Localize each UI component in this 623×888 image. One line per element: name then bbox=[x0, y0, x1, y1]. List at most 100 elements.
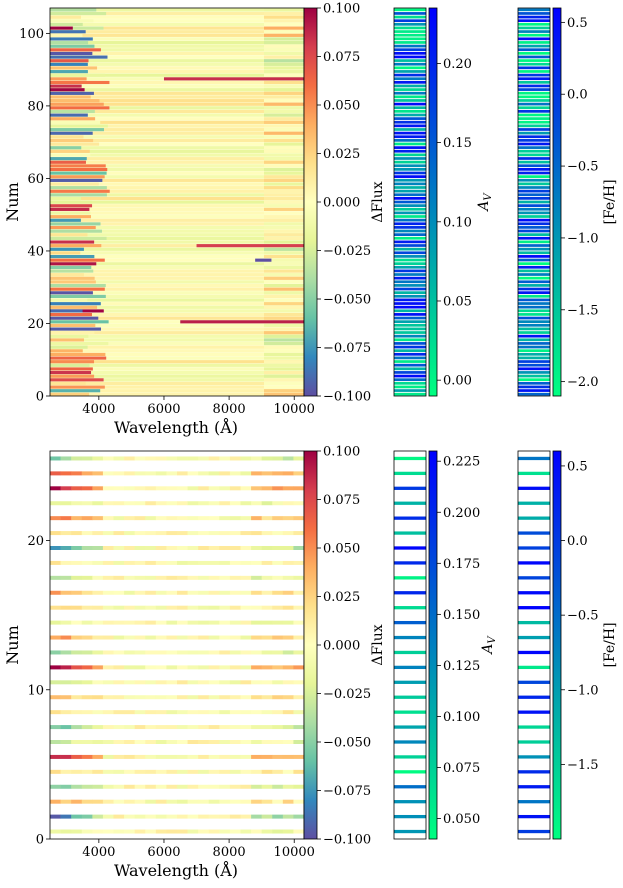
heatmap-row bbox=[50, 298, 304, 302]
strip-band bbox=[394, 298, 426, 302]
heatmap-row-segment bbox=[177, 680, 188, 685]
strip-band bbox=[518, 207, 550, 211]
heatmap-row-red-end bbox=[264, 167, 304, 172]
strip-band bbox=[394, 258, 426, 262]
heatmap-row-segment bbox=[155, 516, 167, 521]
strip-band bbox=[394, 371, 426, 374]
heatmap-row-segment bbox=[282, 650, 294, 655]
heatmap-row-segment bbox=[145, 590, 157, 595]
heatmap-row-segment bbox=[272, 456, 284, 461]
heatmap-row-segment bbox=[187, 456, 199, 461]
heatmap-row-segment bbox=[71, 575, 83, 580]
heatmap-row-segment bbox=[272, 471, 284, 476]
heatmap-row-blue-end bbox=[50, 294, 106, 298]
heatmap-row-segment bbox=[81, 456, 93, 461]
strip-band bbox=[518, 471, 550, 476]
strip-band bbox=[518, 135, 550, 139]
heatmap-row-segment bbox=[240, 471, 252, 476]
heatmap-row-segment bbox=[71, 710, 83, 715]
heatmap-row bbox=[50, 157, 304, 161]
strip-band bbox=[394, 374, 426, 378]
heatmap-row-red-end bbox=[264, 44, 304, 48]
strip-band bbox=[394, 710, 426, 714]
heatmap-row-segment bbox=[166, 784, 178, 789]
y-tick-label: 100 bbox=[19, 27, 44, 42]
heatmap-row-segment bbox=[124, 784, 135, 789]
strip-band bbox=[394, 755, 426, 759]
heatmap-row-segment bbox=[124, 695, 135, 700]
heatmap-row-red-end bbox=[264, 345, 304, 349]
strip-band bbox=[518, 12, 550, 15]
heatmap-row-segment bbox=[113, 754, 125, 759]
heatmap-row-segment bbox=[102, 769, 114, 774]
strip-band bbox=[518, 120, 550, 124]
strip-band bbox=[394, 44, 426, 48]
heatmap-row-red-end bbox=[264, 316, 304, 320]
heatmap-row-segment bbox=[261, 784, 273, 789]
heatmap-row-segment bbox=[198, 769, 210, 774]
heatmap-row-red-end bbox=[264, 258, 304, 262]
strip-band bbox=[518, 725, 550, 729]
heatmap-row-segment bbox=[81, 665, 93, 670]
heatmap-row-blue-end bbox=[50, 12, 107, 16]
heatmap-row bbox=[50, 113, 304, 117]
heatmap-row-segment bbox=[261, 754, 273, 759]
heatmap-row-red-end bbox=[264, 73, 304, 77]
heatmap-row-segment bbox=[198, 620, 210, 625]
heatmap-row-segment bbox=[293, 784, 305, 789]
heatmap-row-segment bbox=[102, 710, 114, 715]
heatmap-row-segment bbox=[166, 531, 178, 536]
heatmap-row-segment bbox=[261, 829, 273, 834]
heatmap-row bbox=[50, 338, 304, 342]
heatmap-row-segment bbox=[71, 516, 83, 521]
strip-band bbox=[518, 352, 550, 356]
strip-band bbox=[394, 363, 426, 367]
heatmap-row-red-end bbox=[264, 204, 304, 208]
heatmap-row bbox=[50, 392, 304, 396]
heatmap-row-segment bbox=[60, 680, 72, 685]
heatmap-row-segment bbox=[71, 531, 83, 536]
heatmap-row-segment bbox=[50, 680, 61, 685]
heatmap-row-segment bbox=[177, 814, 188, 819]
heatmap-row-segment bbox=[81, 769, 93, 774]
heatmap-row-blue-end bbox=[50, 59, 89, 63]
heatmap-row-segment bbox=[198, 754, 210, 759]
heatmap-row-segment bbox=[208, 456, 220, 461]
heatmap-row-blue-end bbox=[50, 66, 98, 70]
strip-band bbox=[394, 218, 426, 222]
heatmap-row-blue-end bbox=[50, 189, 110, 193]
heatmap-row-segment bbox=[177, 784, 188, 789]
heatmap-row-segment bbox=[282, 784, 294, 789]
strip-band bbox=[518, 236, 550, 240]
heatmap-row-segment bbox=[240, 695, 252, 700]
heatmap-row-segment bbox=[208, 829, 220, 834]
heatmap-row-segment bbox=[261, 560, 273, 565]
heatmap-row-segment bbox=[113, 575, 125, 580]
heatmap-row-blue-end bbox=[50, 157, 87, 161]
heatmap-row-red-end bbox=[264, 84, 304, 88]
heatmap-row-blue-end bbox=[50, 77, 87, 81]
heatmap-row-segment bbox=[282, 814, 294, 819]
heatmap-row-segment bbox=[166, 650, 178, 655]
x-tick-label: 4000 bbox=[82, 845, 115, 860]
heatmap-row-segment bbox=[92, 501, 104, 506]
heatmap-row-segment bbox=[240, 814, 252, 819]
strip-band bbox=[518, 665, 550, 670]
heatmap-row-segment bbox=[229, 620, 241, 625]
strip-band bbox=[394, 785, 426, 789]
top-flux-colorbar-label: ΔFlux bbox=[370, 181, 386, 222]
heatmap-row-segment bbox=[81, 695, 93, 700]
heatmap-row-blue-end bbox=[50, 88, 85, 92]
heatmap-row-segment bbox=[113, 471, 125, 476]
heatmap-row-segment bbox=[272, 769, 284, 774]
heatmap-row-blue-end bbox=[50, 175, 105, 179]
heatmap-row-segment bbox=[113, 590, 125, 595]
heatmap-row-segment bbox=[198, 829, 210, 834]
strip-band bbox=[394, 168, 426, 171]
heatmap-row-segment bbox=[261, 725, 273, 730]
heatmap-row-segment bbox=[219, 725, 231, 730]
heatmap-row bbox=[50, 294, 304, 298]
heatmap-row-segment bbox=[71, 814, 83, 819]
heatmap-row-red-end bbox=[264, 273, 304, 277]
strip-band bbox=[394, 695, 426, 699]
